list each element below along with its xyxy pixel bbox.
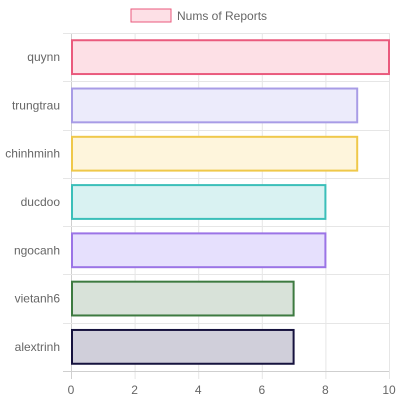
x-tick-label: 0: [68, 383, 75, 397]
x-tick-label: 6: [258, 383, 265, 397]
y-tick-label: alextrinh: [15, 340, 60, 354]
x-tick-label: 2: [131, 383, 138, 397]
bar-chinhminh[interactable]: [71, 135, 359, 172]
x-tick-label: 4: [195, 383, 202, 397]
y-tick-label: quynn: [27, 50, 60, 64]
y-tick-label: trungtrau: [12, 98, 60, 112]
bar-ngocanh[interactable]: [71, 232, 327, 269]
bars: [71, 39, 390, 365]
bar-ducdoo[interactable]: [71, 184, 327, 220]
legend-swatch[interactable]: [130, 8, 172, 23]
legend[interactable]: Nums of Reports: [130, 8, 267, 23]
bar-trungtrau[interactable]: [71, 87, 359, 124]
y-tick-label: ducdoo: [21, 195, 61, 209]
legend-label[interactable]: Nums of Reports: [177, 9, 267, 23]
bar-quynn[interactable]: [71, 39, 390, 76]
x-tick-label: 10: [382, 383, 396, 397]
x-tick-label: 8: [322, 383, 329, 397]
bar-alextrinh[interactable]: [71, 328, 295, 365]
y-tick-label: ngocanh: [14, 243, 60, 257]
y-tick-label: chinhminh: [5, 147, 60, 161]
y-tick-label: vietanh6: [15, 292, 61, 306]
bar-vietanh6[interactable]: [71, 280, 295, 317]
y-axis-labels: quynn trungtrau chinhminh ducdoo ngocanh viet…: [5, 50, 60, 354]
x-axis-labels: 0 2 4 6 8 10: [68, 383, 396, 397]
